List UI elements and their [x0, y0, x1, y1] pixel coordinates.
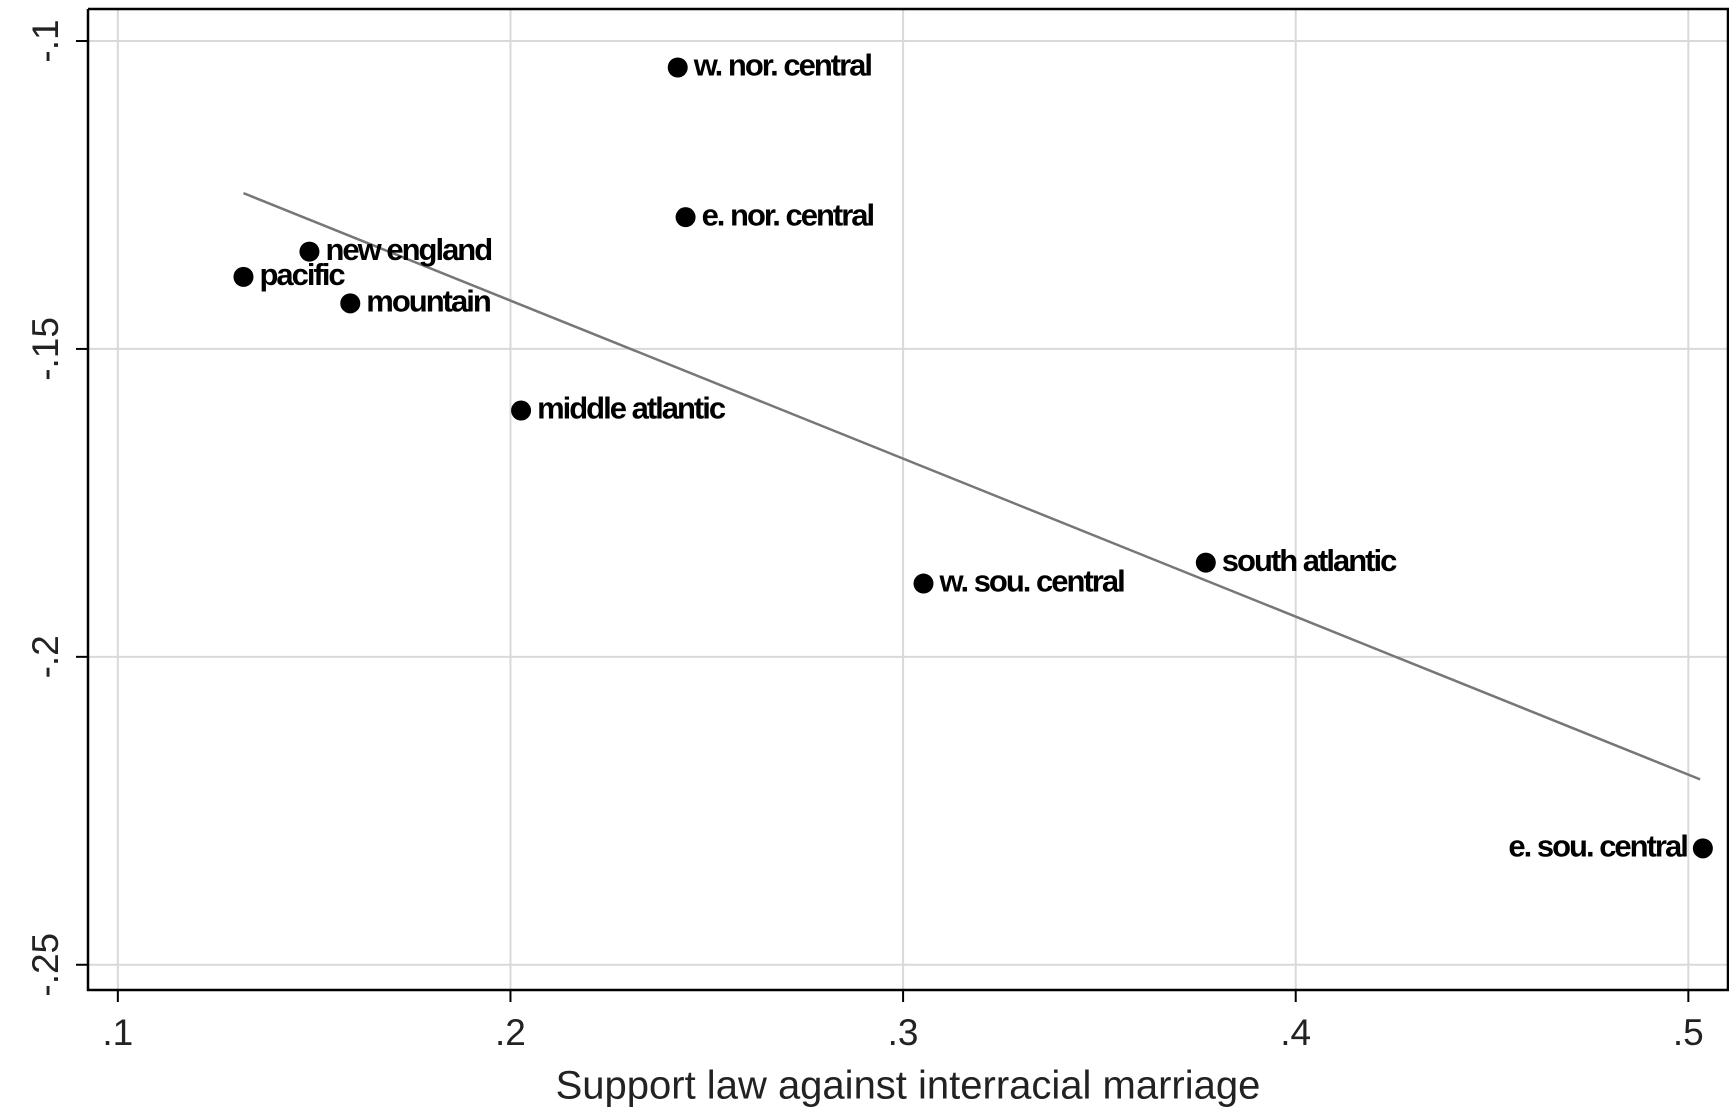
- point-label: mountain: [366, 284, 491, 319]
- point-label: south atlantic: [1222, 543, 1397, 578]
- y-tick-label: -.1: [25, 19, 66, 62]
- x-tick-label: .1: [102, 1012, 133, 1053]
- point-label: w. sou. central: [939, 564, 1125, 599]
- x-tick-label: .5: [1673, 1012, 1704, 1053]
- point-label: new england: [325, 232, 491, 267]
- x-tick-label: .2: [495, 1012, 526, 1053]
- point: [667, 57, 688, 78]
- point: [675, 207, 696, 228]
- y-tick-label: -.2: [25, 635, 66, 678]
- plot-frame: [86, 7, 1729, 992]
- point: [299, 241, 320, 262]
- x-axis-title: Support law against interracial marriage: [556, 1064, 1261, 1108]
- point: [511, 400, 532, 421]
- point-label: pacific: [259, 257, 345, 292]
- y-tick-label: -.25: [25, 933, 66, 997]
- y-tick-label: -.15: [25, 317, 66, 381]
- x-tick-label: .4: [1280, 1012, 1311, 1053]
- point: [1195, 552, 1216, 573]
- point-label: e. nor. central: [702, 197, 874, 232]
- point-label: w. nor. central: [693, 48, 872, 83]
- x-tick-label: .3: [888, 1012, 919, 1053]
- point: [233, 266, 254, 287]
- point: [913, 573, 934, 594]
- point: [1692, 838, 1713, 859]
- point-label: e. sou. central: [1508, 829, 1687, 864]
- point-label: middle atlantic: [537, 391, 726, 426]
- point: [340, 293, 361, 314]
- fit-line: [243, 191, 1701, 781]
